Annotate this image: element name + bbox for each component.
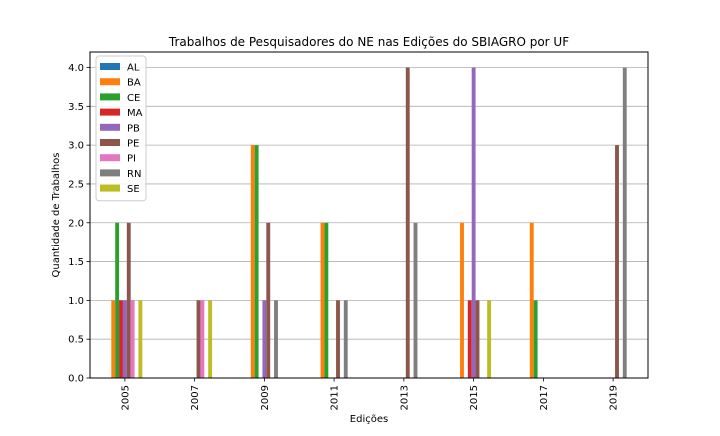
legend-label-se: SE <box>127 184 140 195</box>
legend-label-rn: RN <box>127 169 141 180</box>
x-tick-label: 2011 <box>330 385 341 410</box>
bar-pe-2007 <box>196 300 201 378</box>
bar-ce-2017 <box>533 300 538 378</box>
bar-ba-2005 <box>111 300 116 378</box>
legend-swatch-se <box>100 184 120 192</box>
legend-label-ma: MA <box>127 108 143 119</box>
y-tick-label: 0.0 <box>68 374 84 385</box>
x-tick-label: 2013 <box>399 385 410 410</box>
bar-pe-2013 <box>405 67 410 379</box>
x-axis: 2005 2007 2009 2011 2013 2015 2017 2019 <box>120 378 620 410</box>
legend-swatch-al <box>100 63 120 70</box>
x-tick-label: 2019 <box>609 385 620 410</box>
legend-swatch-pe <box>100 139 120 146</box>
x-tick-label: 2015 <box>469 385 480 410</box>
legend: AL BA CE MA PB PE PI RN SE <box>95 55 147 202</box>
y-axis: 0.0 0.5 1.0 1.5 2.0 2.5 3.0 3.5 4.0 <box>68 63 90 385</box>
x-tick-label: 2017 <box>539 385 550 410</box>
bar-pe-2005 <box>126 222 131 378</box>
bar-se-2007 <box>208 300 213 378</box>
legend-label-ce: CE <box>127 93 140 104</box>
legend-label-pi: PI <box>127 154 136 165</box>
legend-swatch-rn <box>100 169 120 177</box>
bar-se-2015 <box>487 300 492 378</box>
y-tick-label: 3.5 <box>68 102 84 113</box>
bar-se-2005 <box>138 300 143 378</box>
bar-rn-2019 <box>622 67 627 379</box>
bar-ba-2009 <box>250 145 255 378</box>
x-axis-label: Edições <box>350 414 388 425</box>
bar-pi-2005 <box>130 300 135 378</box>
x-tick-label: 2009 <box>260 385 271 410</box>
bar-ba-2017 <box>529 222 534 378</box>
bar-rn-2009 <box>274 300 278 378</box>
gridlines <box>90 67 648 379</box>
bar-ce-2009 <box>254 145 259 378</box>
y-tick-label: 1.0 <box>68 296 84 307</box>
legend-swatch-pi <box>100 154 120 162</box>
bar-pe-2019 <box>615 145 619 378</box>
bar-ce-2005 <box>115 222 120 378</box>
y-tick-label: 1.5 <box>68 257 84 268</box>
legend-label-pb: PB <box>127 123 140 134</box>
bar-pe-2011 <box>336 300 340 378</box>
bar-ma-2005 <box>119 300 123 378</box>
bar-pi-2007 <box>200 300 205 378</box>
bar-ba-2011 <box>320 222 325 378</box>
bar-ba-2015 <box>460 222 464 378</box>
bar-pb-2015 <box>471 67 476 379</box>
legend-label-al: AL <box>127 63 140 74</box>
y-tick-label: 0.5 <box>68 335 84 346</box>
legend-swatch-pb <box>100 123 120 131</box>
bar-rn-2011 <box>343 300 348 378</box>
plot-frame <box>89 51 649 379</box>
bar-ce-2011 <box>324 222 329 378</box>
bar-rn-2013 <box>413 222 418 378</box>
legend-label-ba: BA <box>127 78 141 89</box>
bar-pb-2005 <box>122 300 127 378</box>
bars <box>111 67 627 379</box>
y-tick-label: 2.5 <box>68 179 84 190</box>
y-tick-label: 3.0 <box>68 141 84 152</box>
bar-pb-2009 <box>262 300 267 378</box>
legend-swatch-ba <box>100 78 120 86</box>
y-tick-label: 2.0 <box>68 218 84 229</box>
legend-box <box>95 55 147 202</box>
y-axis-label: Quantidade de Trabalhos <box>51 152 62 277</box>
bar-ma-2015 <box>467 300 472 378</box>
bar-pe-2009 <box>266 222 271 378</box>
legend-swatch-ce <box>100 93 120 101</box>
x-tick-label: 2007 <box>190 385 201 410</box>
legend-swatch-ma <box>100 108 120 116</box>
y-tick-label: 4.0 <box>68 63 84 74</box>
legend-label-pe: PE <box>127 139 139 150</box>
x-tick-label: 2005 <box>120 385 131 410</box>
chart-title: Trabalhos de Pesquisadores do NE nas Edi… <box>168 35 569 49</box>
bar-pe-2015 <box>475 300 480 378</box>
